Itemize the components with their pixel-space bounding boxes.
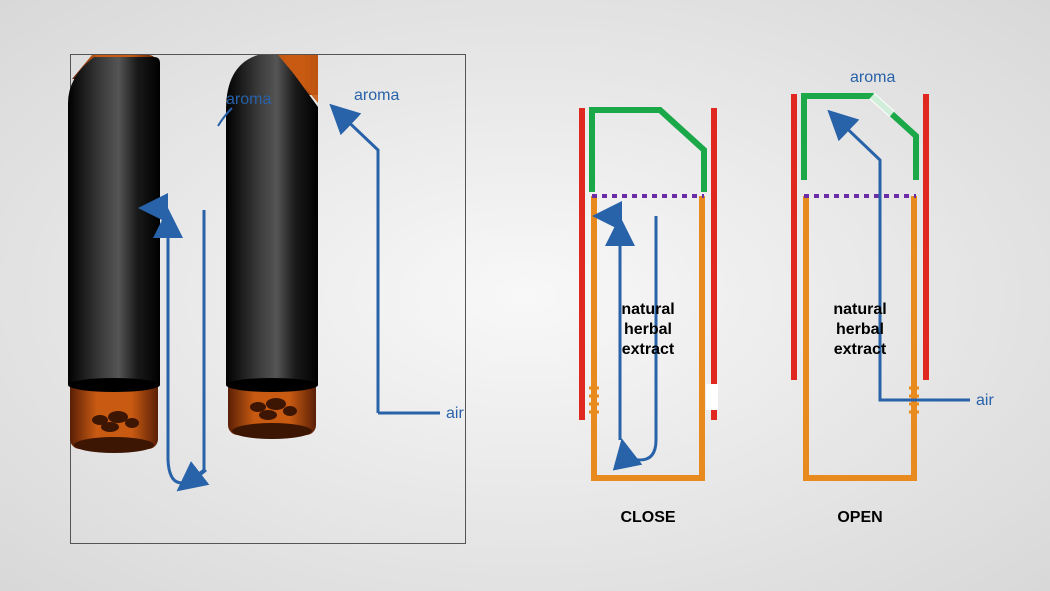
svg-text:naturalherbalextract: natural herbal extract bbox=[833, 301, 887, 358]
diagram-close: natural herbal extract CLOSE bbox=[582, 108, 718, 526]
extract-line-3b: extract bbox=[834, 341, 887, 358]
state-label-close: CLOSE bbox=[620, 509, 675, 526]
aroma-label-diagram: aroma bbox=[850, 69, 895, 86]
extract-line-2b: herbal bbox=[836, 321, 884, 338]
extract-line-2: herbal bbox=[624, 321, 672, 338]
air-label-right: air bbox=[976, 392, 994, 409]
schematic-diagrams: natural herbal extract CLOSE bbox=[0, 0, 1050, 591]
diagram-open: air aroma natural herbal extract OPEN bbox=[794, 69, 994, 526]
svg-text:naturalherbalextract: natural herbal extract bbox=[621, 301, 675, 358]
extract-line-3: extract bbox=[622, 341, 675, 358]
extract-line-1b: natural bbox=[833, 301, 886, 318]
extract-line-1: natural bbox=[621, 301, 674, 318]
state-label-open: OPEN bbox=[837, 509, 882, 526]
